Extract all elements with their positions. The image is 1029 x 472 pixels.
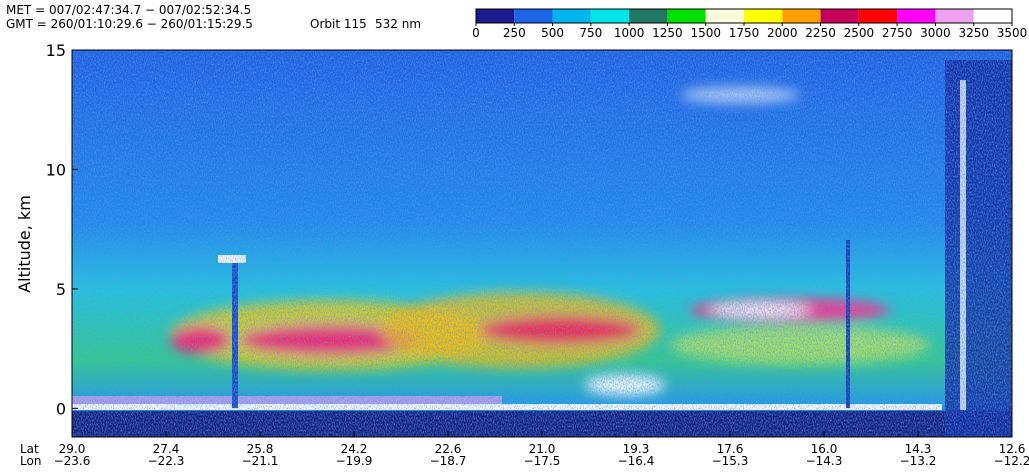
colorbar-segment bbox=[935, 9, 973, 23]
colorbar-segment bbox=[706, 9, 744, 23]
colorbar-label: 3250 bbox=[958, 26, 989, 40]
colorbar-label: 3000 bbox=[920, 26, 951, 40]
colorbar-label: 500 bbox=[541, 26, 564, 40]
colorbar-label: 3500 bbox=[997, 26, 1028, 40]
y-tick-label: 15 bbox=[46, 41, 66, 60]
colorbar-label: 2750 bbox=[882, 26, 913, 40]
lon-label: −15.3 bbox=[712, 454, 749, 468]
colorbar-segment bbox=[476, 9, 514, 23]
lon-label: −12.2 bbox=[994, 454, 1029, 468]
colorbar-segment bbox=[897, 9, 935, 23]
colorbar-segment bbox=[591, 9, 629, 23]
colorbar-segment bbox=[514, 9, 552, 23]
y-axis-label: Altitude, km bbox=[15, 195, 34, 293]
colorbar-label: 250 bbox=[503, 26, 526, 40]
y-tick-label: 10 bbox=[46, 160, 66, 179]
colorbar-segment bbox=[859, 9, 897, 23]
colorbar-label: 2500 bbox=[844, 26, 875, 40]
colorbar-segment bbox=[974, 9, 1012, 23]
colorbar-label: 1500 bbox=[690, 26, 721, 40]
lon-label: −16.4 bbox=[618, 454, 655, 468]
backscatter-image bbox=[72, 50, 1012, 437]
lon-label: −23.6 bbox=[54, 454, 91, 468]
colorbar-segment bbox=[667, 9, 705, 23]
orbit: Orbit 115 bbox=[310, 17, 367, 31]
colorbar-label: 1250 bbox=[652, 26, 683, 40]
lon-label: −17.5 bbox=[524, 454, 561, 468]
colorbar-segment bbox=[821, 9, 859, 23]
colorbar-segment bbox=[782, 9, 820, 23]
wavelength: 532 nm bbox=[375, 17, 421, 31]
lon-label: −14.3 bbox=[806, 454, 843, 468]
colorbar-segment bbox=[553, 9, 591, 23]
colorbar-segment bbox=[744, 9, 782, 23]
colorbar-label: 1000 bbox=[614, 26, 645, 40]
colorbar-segment bbox=[629, 9, 667, 23]
lon-row-label: Lon bbox=[20, 454, 41, 468]
colorbar-label: 1750 bbox=[729, 26, 760, 40]
colorbar-label: 2000 bbox=[767, 26, 798, 40]
colorbar-label: 0 bbox=[472, 26, 480, 40]
colorbar-label: 750 bbox=[579, 26, 602, 40]
lon-label: −22.3 bbox=[148, 454, 185, 468]
lon-label: −19.9 bbox=[336, 454, 373, 468]
gmt-time: GMT = 260/01:10:29.6 − 260/01:15:29.5 bbox=[6, 17, 253, 31]
lon-label: −21.1 bbox=[242, 454, 279, 468]
lon-label: −18.7 bbox=[430, 454, 467, 468]
met-time: MET = 007/02:47:34.7 − 007/02:52:34.5 bbox=[6, 3, 251, 17]
chart: MET = 007/02:47:34.7 − 007/02:52:34.5 GM… bbox=[0, 0, 1029, 468]
colorbar-label: 2250 bbox=[805, 26, 836, 40]
y-tick-label: 0 bbox=[56, 399, 66, 418]
lon-label: −13.2 bbox=[900, 454, 937, 468]
y-tick-label: 5 bbox=[56, 280, 66, 299]
